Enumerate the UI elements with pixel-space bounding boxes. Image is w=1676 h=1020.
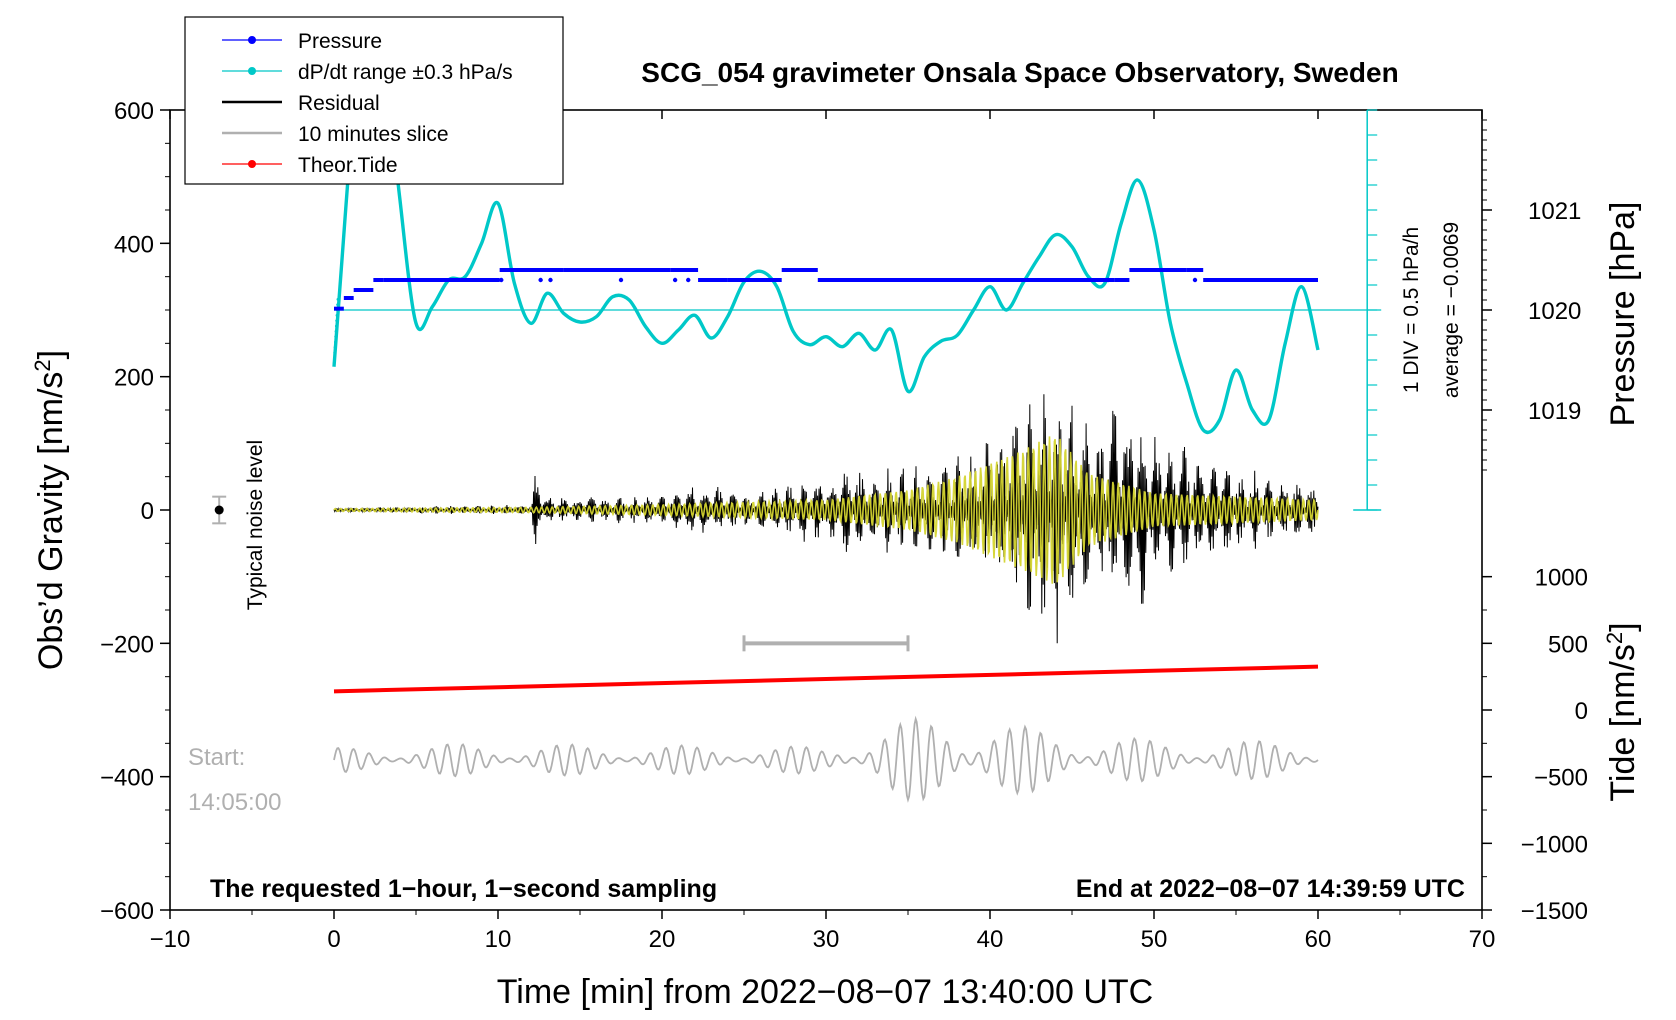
dpdt-marker — [336, 298, 340, 301]
y-axis-pressure-title: Pressure [hPa] — [1604, 202, 1642, 427]
x-axis-title: Time [min] from 2022−08−07 13:40:00 UTC — [497, 973, 1153, 1011]
legend: Pressure dP/dt range ±0.3 hPa/s Residual 10… — [184, 16, 564, 185]
dpdt-marker — [334, 324, 338, 328]
legend-marker — [248, 36, 256, 44]
series-group — [212, 110, 1320, 803]
x-tick-label: 70 — [1469, 926, 1496, 953]
x-tick-label: 0 — [327, 926, 340, 953]
chart-title: SCG_054 gravimeter Onsala Space Observat… — [641, 57, 1398, 88]
tide-tick-label: 1000 — [1535, 565, 1588, 592]
dpdt-marker — [335, 314, 339, 317]
legend-label: Theor.Tide — [298, 154, 398, 177]
y-axis-tide-title: Tide [nm/s2] — [1602, 622, 1642, 801]
start-time: 14:05:00 — [188, 789, 281, 816]
x-tick-label: 50 — [1141, 926, 1168, 953]
x-tick-label: 20 — [649, 926, 676, 953]
x-tick-label: 30 — [813, 926, 840, 953]
y-tick-label: 0 — [141, 498, 154, 525]
dpdt-marker — [335, 319, 338, 322]
pressure-tick-label: 1019 — [1528, 398, 1581, 425]
dpdt-marker — [333, 346, 337, 349]
y-tick-label: −600 — [100, 898, 154, 925]
x-tick-label: −10 — [150, 926, 191, 953]
pressure-marker — [672, 277, 678, 283]
dpdt-marker — [334, 335, 337, 338]
sampling-note: The requested 1−hour, 1−second sampling — [210, 875, 717, 903]
legend-label: 10 minutes slice — [298, 123, 449, 146]
legend-label: Residual — [298, 92, 380, 115]
pressure-marker — [548, 277, 553, 283]
pressure-tick-label: 1021 — [1528, 198, 1581, 225]
noise-level-label: Typical noise level — [244, 440, 267, 610]
legend-marker — [248, 160, 256, 168]
pressure-marker — [1192, 277, 1198, 283]
tide-tick-label: −1500 — [1521, 898, 1588, 925]
pressure-marker — [499, 277, 504, 283]
end-time-note: End at 2022−08−07 14:39:59 UTC — [1076, 875, 1465, 903]
dpdt-marker — [333, 340, 337, 344]
tide-tick-label: −1000 — [1521, 831, 1588, 858]
legend-label: Pressure — [298, 30, 382, 53]
pressure-marker — [618, 277, 624, 283]
start-label: Start: — [188, 744, 245, 771]
x-tick-label: 10 — [485, 926, 512, 953]
pressure-marker — [538, 277, 543, 283]
tide-tick-label: 0 — [1575, 698, 1588, 725]
pressure-marker — [1105, 277, 1111, 283]
dpdt-marker — [334, 330, 338, 333]
legend-label: dP/dt range ±0.3 hPa/s — [298, 61, 513, 84]
pressure-div-label: 1 DIV = 0.5 hPa/h — [1400, 227, 1423, 393]
legend-marker — [248, 67, 256, 75]
y-tick-label: 400 — [114, 231, 154, 258]
legend-box — [184, 16, 564, 185]
pressure-average-label: average = −0.0069 — [1440, 222, 1463, 398]
dpdt-marker — [332, 362, 336, 365]
tide-tick-label: 500 — [1548, 631, 1588, 658]
tide-line — [333, 664, 1319, 694]
x-tick-label: 40 — [977, 926, 1004, 953]
y-tick-label: 200 — [114, 365, 154, 392]
pressure-tick-label: 1020 — [1528, 298, 1581, 325]
y-axis-left-title: Obs’d Gravity [nm/s2] — [30, 350, 70, 670]
pressure-marker — [686, 277, 691, 283]
y-tick-label: −400 — [100, 765, 154, 792]
filtered-line — [333, 436, 1319, 584]
dpdt-marker — [333, 351, 336, 354]
axes-group: −10 0 10 20 30 40 50 60 706004002000−200−400−600… — [100, 98, 1588, 953]
y-tick-label: −200 — [100, 631, 154, 658]
dpdt-marker — [333, 356, 336, 360]
x-tick-label: 60 — [1305, 926, 1332, 953]
legend-entries: Pressure dP/dt range ±0.3 hPa/s Residual 10… — [222, 30, 513, 177]
tide-tick-label: −500 — [1534, 765, 1588, 792]
y-tick-label: 600 — [114, 98, 154, 125]
dpdt-marker — [336, 303, 339, 306]
dpdt-line — [332, 110, 1320, 435]
noise-point — [214, 505, 224, 515]
slice-line — [333, 715, 1319, 803]
